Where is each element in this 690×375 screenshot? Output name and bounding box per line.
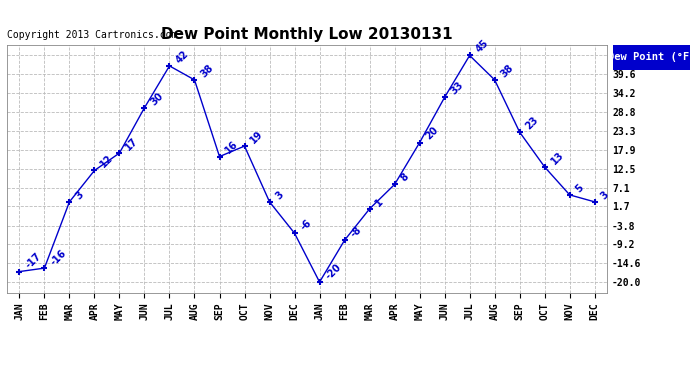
Text: 3: 3 xyxy=(599,189,611,201)
Text: 16: 16 xyxy=(224,139,240,156)
Text: 19: 19 xyxy=(248,129,265,146)
Text: -17: -17 xyxy=(23,251,43,271)
Text: -6: -6 xyxy=(299,218,313,232)
Text: 23: 23 xyxy=(524,115,540,131)
Text: -16: -16 xyxy=(48,248,68,267)
Text: 12: 12 xyxy=(99,153,115,170)
Text: 30: 30 xyxy=(148,90,165,107)
Text: -8: -8 xyxy=(348,225,364,239)
Text: Copyright 2013 Cartronics.com: Copyright 2013 Cartronics.com xyxy=(7,30,177,40)
Text: -20: -20 xyxy=(324,262,343,281)
Text: 1: 1 xyxy=(374,196,386,208)
Title: Dew Point Monthly Low 20130131: Dew Point Monthly Low 20130131 xyxy=(161,27,453,42)
Text: 38: 38 xyxy=(499,62,515,79)
Text: 20: 20 xyxy=(424,125,440,142)
Text: 45: 45 xyxy=(474,38,491,55)
Text: 3: 3 xyxy=(74,189,86,201)
Text: 5: 5 xyxy=(574,182,586,194)
Text: 17: 17 xyxy=(124,136,140,152)
Text: 33: 33 xyxy=(448,80,465,96)
Text: 3: 3 xyxy=(274,189,286,201)
Text: 13: 13 xyxy=(549,150,565,166)
Text: 38: 38 xyxy=(199,62,215,79)
Text: 8: 8 xyxy=(399,172,411,184)
Text: 42: 42 xyxy=(174,48,190,65)
